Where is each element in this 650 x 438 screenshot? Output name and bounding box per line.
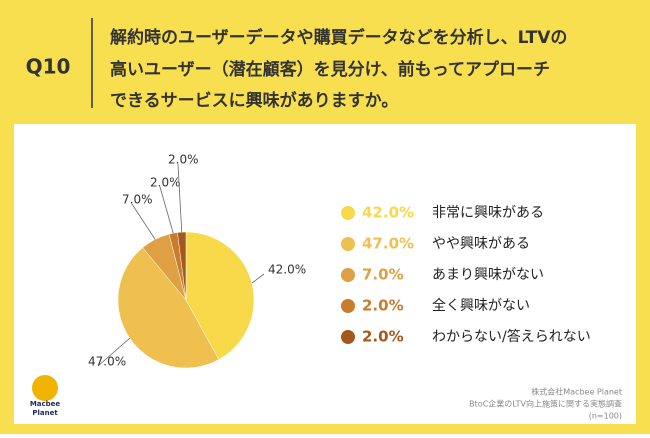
legend-label: あまり興味がない xyxy=(432,267,544,283)
question-text: 解約時のユーザーデータや購買データなどを分析し、LTVの xyxy=(110,27,567,48)
data-label: 2.0% xyxy=(150,176,181,190)
data-label: 2.0% xyxy=(168,153,199,167)
logo-text: Macbee xyxy=(30,400,61,408)
source-text: 株式会社Macbee Planet xyxy=(531,387,622,397)
data-label: 7.0% xyxy=(122,193,153,207)
data-label: 47.0% xyxy=(88,355,126,369)
source-text: (n=100) xyxy=(589,412,622,421)
source-text: BtoC企業のLTV向上施策に関する実態調査 xyxy=(469,399,622,409)
logo-icon xyxy=(32,375,58,401)
legend-label: 全く興味がない xyxy=(432,297,530,314)
legend-value: 42.0% xyxy=(362,204,414,222)
legend-marker xyxy=(341,330,355,344)
logo-text: Planet xyxy=(32,409,58,417)
legend-label: わからない/答えられない xyxy=(432,328,591,345)
leader-line xyxy=(97,337,131,367)
legend-marker xyxy=(341,206,355,220)
question-number: Q10 xyxy=(26,55,71,79)
panel xyxy=(14,124,636,424)
leader-line xyxy=(131,203,156,240)
leader-line xyxy=(177,163,183,233)
legend-value: 2.0% xyxy=(362,328,404,346)
legend-label: やや興味がある xyxy=(432,236,530,252)
legend-marker xyxy=(341,299,355,313)
legend-marker xyxy=(341,237,355,251)
legend-value: 2.0% xyxy=(362,297,404,315)
data-label: 42.0% xyxy=(268,263,306,277)
question-text: 高いユーザー（潜在顧客）を見分け、前もってアプローチ xyxy=(110,59,550,80)
legend-marker xyxy=(341,268,355,282)
legend-value: 47.0% xyxy=(362,235,414,253)
leader-line xyxy=(159,186,174,234)
legend-value: 7.0% xyxy=(362,266,404,284)
question-text: できるサービスに興味がありますか。 xyxy=(110,90,398,111)
leader-line xyxy=(251,273,265,284)
legend-label: 非常に興味がある xyxy=(432,205,544,221)
pie-slice xyxy=(185,231,255,360)
